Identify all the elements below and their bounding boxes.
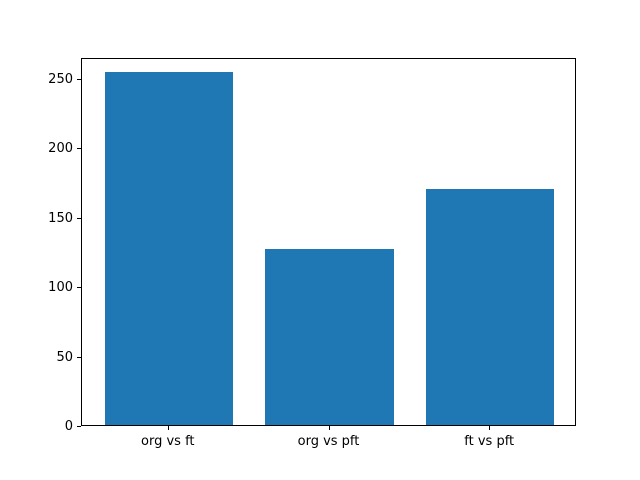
bar-org-vs-ft [104, 72, 234, 425]
y-tick-mark [77, 426, 81, 427]
y-tick-label: 0 [64, 419, 73, 434]
x-tick-mark [167, 426, 169, 430]
x-tick-mark [489, 426, 491, 430]
y-tick-mark [77, 217, 81, 219]
y-tick-mark [77, 148, 81, 150]
y-tick-label: 100 [48, 280, 73, 296]
x-tick-mark [328, 426, 330, 430]
bar-ft-vs-pft [425, 188, 555, 425]
y-tick-mark [77, 287, 81, 289]
y-tick-label: 200 [48, 141, 73, 157]
bar-org-vs-pft [265, 248, 394, 425]
x-tick-label: org vs pft [297, 434, 360, 449]
y-tick-mark [77, 356, 81, 358]
y-tick-label: 50 [56, 349, 73, 365]
x-tick-label: ft vs pft [464, 434, 515, 449]
y-tick-label: 250 [48, 71, 73, 87]
y-tick-label: 150 [48, 210, 73, 226]
plot-area [81, 58, 576, 426]
x-tick-label: org vs ft [141, 434, 195, 449]
y-tick-mark [77, 78, 81, 80]
